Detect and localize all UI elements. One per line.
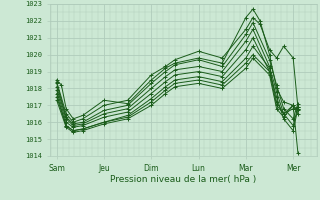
X-axis label: Pression niveau de la mer( hPa ): Pression niveau de la mer( hPa ) <box>110 175 256 184</box>
